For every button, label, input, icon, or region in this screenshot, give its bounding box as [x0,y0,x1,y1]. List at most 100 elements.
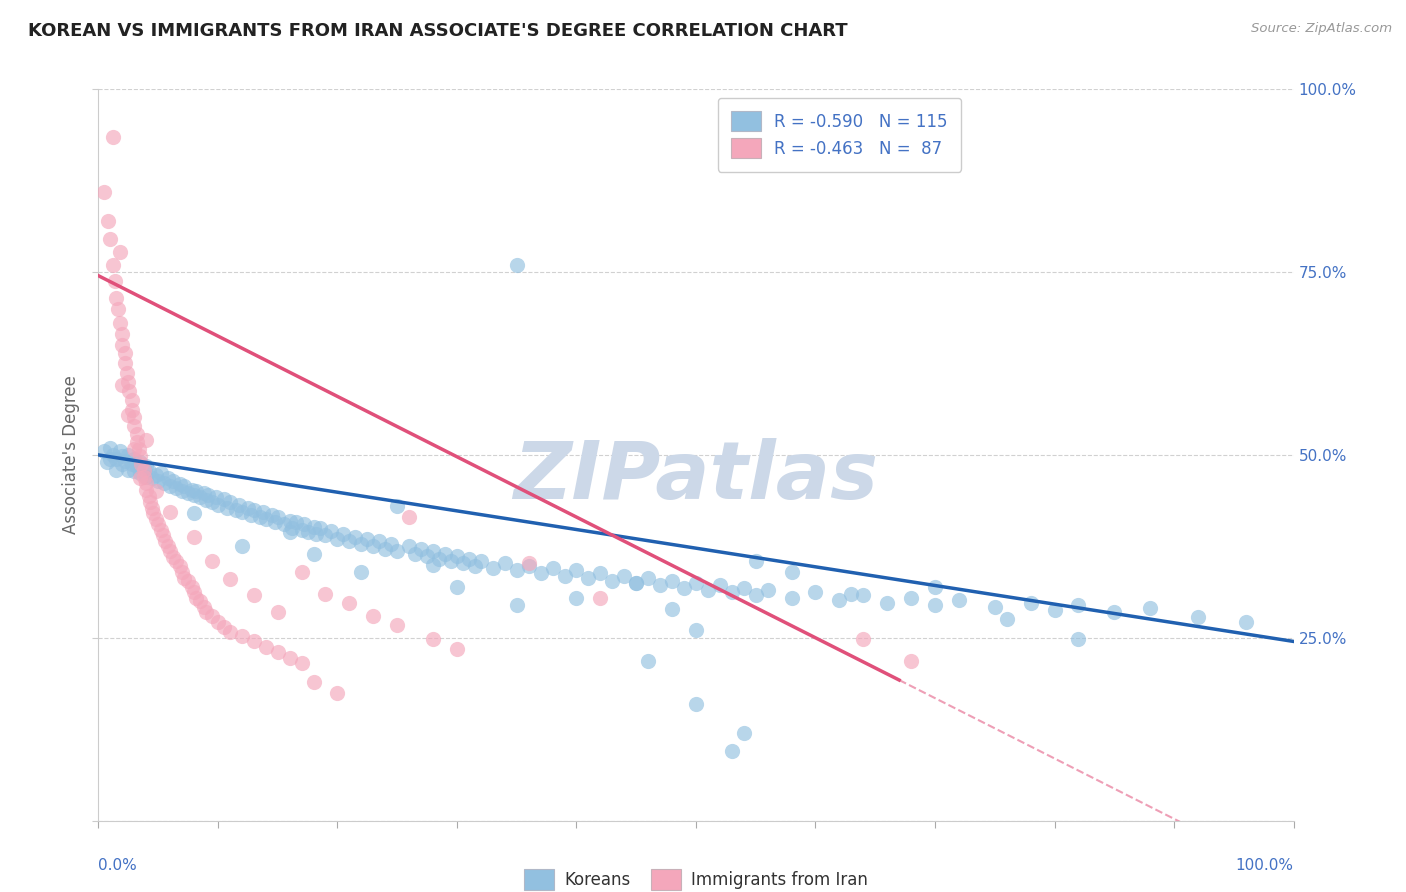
Point [135,483,157,497]
Point [278,514,301,528]
Point [398,510,420,524]
Point [380,537,402,551]
Point [105,291,128,305]
Point [315,587,337,601]
Point [252,505,274,519]
Point [589,591,612,605]
Point [326,686,349,700]
Point [156,471,179,485]
Point [264,515,287,529]
Point [114,454,136,468]
Point [104,274,127,288]
Point [292,517,315,532]
Point [284,515,307,529]
Point [446,549,468,563]
Point [745,588,768,602]
Point [308,521,330,535]
Point [159,505,181,519]
Point [169,477,191,491]
Point [139,495,162,509]
Point [145,468,167,483]
Point [124,464,146,478]
Point [219,495,242,509]
Point [124,451,146,466]
Text: ZIPatlas: ZIPatlas [513,438,879,516]
Point [152,528,174,542]
Point [278,651,301,665]
Point [470,554,492,568]
Point [93,444,115,458]
Point [841,587,863,601]
Point [188,491,211,505]
Point [129,450,152,464]
Point [852,588,875,602]
Point [135,470,157,484]
Point [93,185,115,199]
Point [673,581,696,595]
Point [924,598,946,612]
Point [446,580,468,594]
Point [602,574,624,588]
Point [114,345,136,359]
Point [332,527,354,541]
Point [117,375,139,389]
Point [173,571,195,585]
Point [1019,596,1042,610]
Point [219,624,242,639]
Point [745,554,768,568]
Point [129,455,152,469]
Point [111,338,134,352]
Point [115,366,138,380]
Point [685,576,707,591]
Point [142,507,165,521]
Point [145,512,167,526]
Point [183,530,205,544]
Point [648,578,672,592]
Point [398,539,420,553]
Point [111,450,134,464]
Point [186,591,208,605]
Text: KOREAN VS IMMIGRANTS FROM IRAN ASSOCIATE'S DEGREE CORRELATION CHART: KOREAN VS IMMIGRANTS FROM IRAN ASSOCIATE… [28,22,848,40]
Point [162,474,184,488]
Point [1043,603,1066,617]
Point [132,462,155,476]
Point [363,539,385,553]
Point [321,524,343,538]
Point [125,434,148,449]
Point [207,615,229,629]
Point [1067,632,1090,647]
Point [111,327,134,342]
Point [637,654,659,668]
Point [194,493,218,508]
Point [1067,598,1090,612]
Point [291,523,314,537]
Point [141,471,163,485]
Point [589,566,612,581]
Point [111,457,134,471]
Point [984,600,1007,615]
Point [637,571,659,585]
Point [305,527,328,541]
Point [565,591,588,605]
Point [924,580,946,594]
Point [177,574,200,588]
Point [506,598,529,612]
Point [149,523,172,537]
Point [339,534,360,549]
Point [422,558,444,572]
Point [98,232,122,246]
Point [481,561,505,575]
Point [363,608,385,623]
Point [385,617,409,632]
Point [107,301,129,316]
Point [565,564,588,578]
Point [554,568,576,582]
Point [506,564,529,578]
Point [339,596,360,610]
Point [661,574,683,588]
Point [416,549,439,563]
Point [98,451,122,466]
Point [159,478,181,492]
Point [243,588,266,602]
Point [260,508,283,522]
